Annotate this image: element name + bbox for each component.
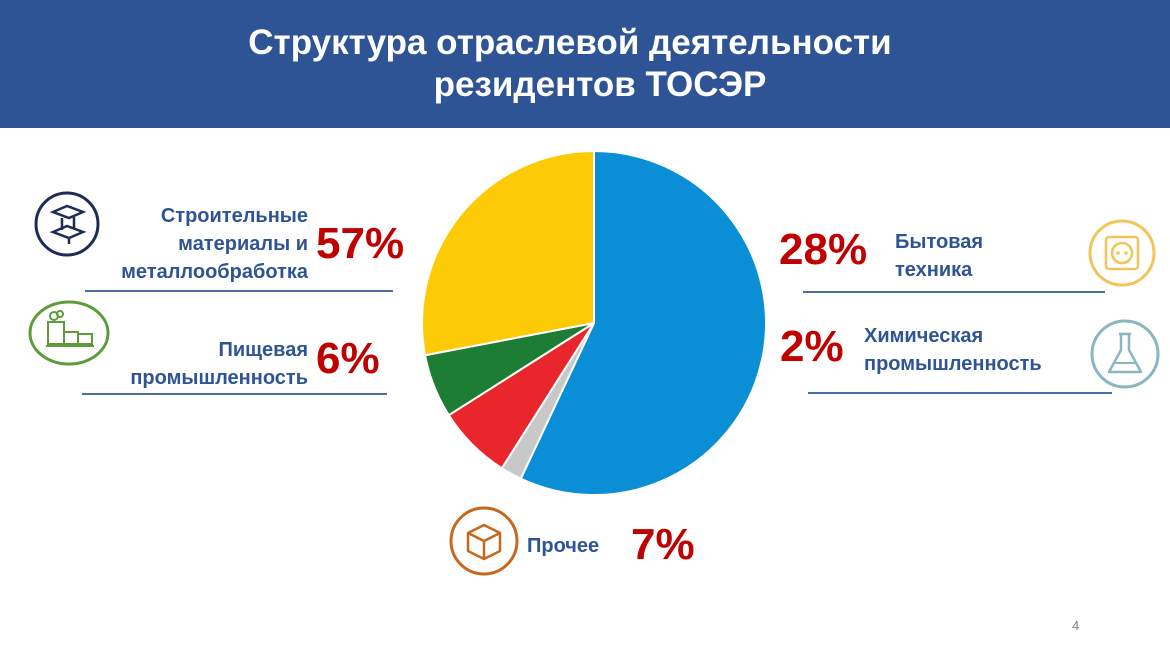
food-underline <box>82 393 387 395</box>
factory-icon <box>28 300 110 366</box>
appliances-label-line2: техника <box>895 259 973 281</box>
appliances-percent: 28% <box>779 225 868 274</box>
other-percent: 7% <box>631 520 695 569</box>
title-banner: Структура отраслевой деятельности резиде… <box>0 0 1170 128</box>
pie-slice-0 <box>519 149 768 496</box>
pie-slice-4 <box>421 149 595 357</box>
other-label: Прочее <box>527 535 600 557</box>
flask-icon <box>1090 319 1160 389</box>
food-percent: 6% <box>316 334 380 383</box>
food-label-line2: промышленность <box>130 367 308 389</box>
construction-label-line1: Строительные <box>160 205 308 227</box>
page-number: 4 <box>1072 618 1080 633</box>
appliances-label-line1: Бытовая <box>895 231 984 253</box>
power-socket-icon <box>1088 219 1156 287</box>
construction-percent: 57% <box>316 219 405 268</box>
construction-label-line3: металлообработка <box>121 261 308 283</box>
box-icon <box>449 506 519 576</box>
chemical-label: Химическая промышленность <box>864 322 1042 378</box>
chemical-percent: 2% <box>780 322 844 371</box>
construction-label-line2: материалы и <box>178 233 308 255</box>
construction-underline <box>85 290 393 292</box>
appliances-label: Бытовая техника <box>895 228 983 284</box>
page-title-line2: резидентов ТОСЭР <box>433 65 767 104</box>
chemical-label-line1: Химическая <box>864 325 984 347</box>
food-label-line1: Пищевая <box>218 339 309 361</box>
steel-beam-icon <box>34 191 100 257</box>
chemical-underline <box>808 392 1112 394</box>
page-title-line1: Структура отраслевой деятельности <box>248 23 892 62</box>
chemical-label-line2: промышленность <box>864 353 1042 375</box>
appliances-underline <box>803 291 1105 293</box>
food-label: Пищевая промышленность <box>60 336 308 392</box>
construction-label: Строительные материалы и металлообработк… <box>60 202 308 286</box>
